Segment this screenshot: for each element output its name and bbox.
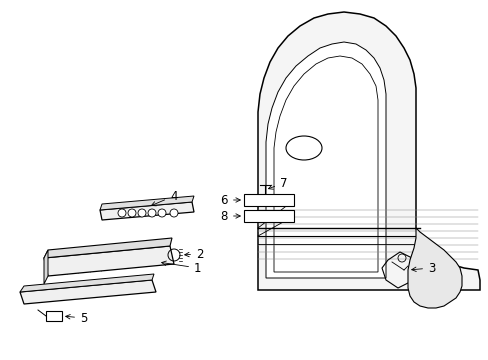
Circle shape [138,209,146,217]
Text: 4: 4 [151,189,177,206]
Polygon shape [244,194,293,206]
Circle shape [148,209,156,217]
Circle shape [128,209,136,217]
Polygon shape [273,56,377,272]
Circle shape [158,209,165,217]
Text: 2: 2 [184,248,203,261]
Polygon shape [44,250,48,284]
Polygon shape [407,228,461,308]
Polygon shape [20,280,156,304]
Polygon shape [244,210,293,222]
Text: 7: 7 [268,176,287,189]
Polygon shape [258,12,479,290]
Text: 8: 8 [220,210,240,222]
Polygon shape [44,238,172,258]
Polygon shape [44,246,174,276]
Polygon shape [100,202,194,220]
Polygon shape [20,274,154,292]
Text: 1: 1 [162,261,201,274]
Text: 6: 6 [220,194,240,207]
Circle shape [118,209,126,217]
Text: 3: 3 [411,261,434,274]
Text: 5: 5 [65,311,87,324]
Polygon shape [265,42,385,278]
Circle shape [170,209,178,217]
Polygon shape [100,196,194,210]
